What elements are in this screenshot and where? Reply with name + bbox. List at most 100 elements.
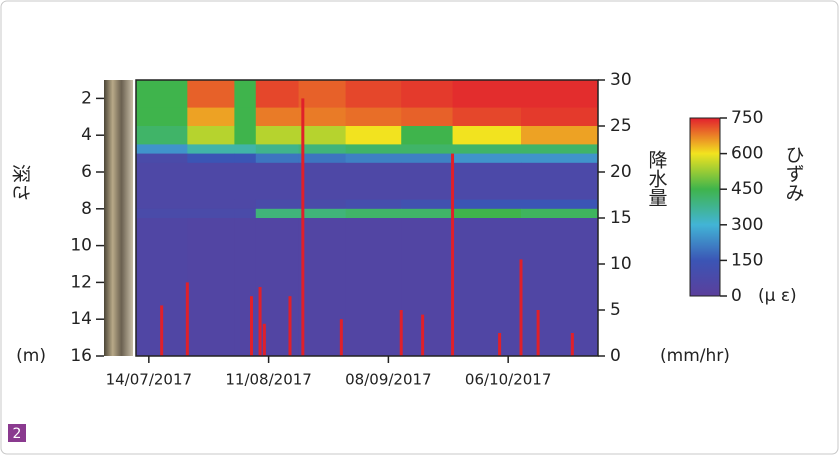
y2-axis-unit: (mm/hr): [660, 346, 730, 366]
heat-cell: [521, 162, 599, 201]
heat-cell: [521, 153, 599, 164]
colorbar-tick-label: 0: [731, 286, 742, 306]
heat-cell: [401, 80, 454, 109]
heat-cell: [452, 80, 522, 109]
core-image: [104, 80, 133, 356]
heat-cell: [345, 218, 402, 357]
heat-cell: [298, 144, 347, 155]
heat-cell: [401, 218, 454, 357]
heat-cell: [521, 208, 599, 219]
heat-cell: [521, 218, 599, 357]
figure-badge: [8, 424, 26, 442]
heat-cell: [234, 80, 257, 109]
heat-cell: [187, 199, 235, 210]
heat-cell: [345, 107, 402, 127]
heat-cell: [136, 144, 188, 155]
heat-cell: [452, 144, 522, 155]
heat-cell: [345, 153, 402, 164]
heat-cell: [401, 208, 454, 219]
heat-cell: [521, 80, 599, 109]
heat-cell: [255, 208, 300, 219]
heat-cell: [452, 162, 522, 201]
heat-cell: [136, 208, 188, 219]
y-tick-label: 14: [70, 309, 92, 329]
heat-cell: [401, 153, 454, 164]
rain-bar: [399, 310, 403, 356]
heat-cell: [234, 144, 257, 155]
heat-cell: [298, 80, 347, 109]
heat-cell: [136, 153, 188, 164]
heat-cell: [345, 144, 402, 155]
heat-cell: [255, 218, 300, 357]
heat-cell: [452, 107, 522, 127]
heat-cell: [255, 126, 300, 145]
y2-tick-label: 5: [610, 300, 621, 320]
y2-axis-label: 降水量: [646, 150, 668, 207]
heat-cell: [136, 107, 188, 127]
heat-cell: [401, 144, 454, 155]
heat-cell: [255, 199, 300, 210]
heat-cell: [187, 126, 235, 145]
heat-cell: [401, 107, 454, 127]
heat-cell: [187, 162, 235, 201]
x-tick-label: 14/07/2017: [106, 371, 192, 389]
heat-cell: [452, 208, 522, 219]
y-tick-label: 2: [81, 88, 92, 108]
y-tick-label: 8: [81, 199, 92, 219]
heat-cell: [345, 80, 402, 109]
colorbar-label: ひずみ: [783, 145, 805, 202]
colorbar-tick-label: 450: [731, 179, 763, 199]
heat-cell: [452, 218, 522, 357]
x-tick-label: 08/09/2017: [345, 371, 431, 389]
colorbar-tick-label: 150: [731, 250, 763, 270]
heat-cell: [345, 162, 402, 201]
rain-bar: [301, 98, 305, 357]
rain-bar: [536, 310, 540, 356]
figure-label: 2: [13, 426, 22, 442]
y-axis-unit: (m): [16, 346, 46, 366]
heat-cell: [187, 107, 235, 127]
heat-cell: [521, 107, 599, 127]
colorbar: [689, 117, 721, 297]
rain-bar: [262, 323, 266, 356]
heat-cell: [255, 153, 300, 164]
heat-cell: [298, 208, 347, 219]
y2-tick-label: 15: [610, 208, 632, 228]
y-tick-label: 10: [70, 236, 92, 256]
rain-bar: [258, 287, 262, 356]
y-tick-label: 12: [70, 272, 92, 292]
heat-cell: [136, 80, 188, 109]
y-axis-label: 深さ: [10, 164, 32, 202]
rain-bar: [570, 333, 574, 356]
heat-cell: [401, 199, 454, 210]
rain-bar: [498, 333, 502, 356]
colorbar-tick-label: 600: [731, 144, 763, 164]
rain-bar: [250, 296, 253, 356]
rain-bar: [451, 153, 455, 356]
heat-cell: [234, 199, 257, 210]
rain-bar: [421, 314, 425, 356]
heat-cell: [345, 126, 402, 145]
heat-cell: [452, 153, 522, 164]
rain-bar: [519, 259, 523, 356]
heat-cell: [345, 208, 402, 219]
heat-cell: [521, 126, 599, 145]
y2-tick-label: 10: [610, 254, 632, 274]
heat-cell: [187, 80, 235, 109]
plot-area: [136, 80, 599, 357]
heat-cell: [345, 199, 402, 210]
rain-bar: [160, 305, 164, 356]
rain-bar: [288, 296, 292, 356]
heat-cell: [187, 144, 235, 155]
heat-cell: [298, 107, 347, 127]
heat-cell: [255, 80, 300, 109]
colorbar-unit: (μ ε): [758, 286, 797, 306]
heat-cell: [521, 144, 599, 155]
heat-cell: [234, 126, 257, 145]
heat-cell: [255, 107, 300, 127]
y2-tick-label: 20: [610, 162, 632, 182]
heat-cell: [255, 144, 300, 155]
heat-cell: [452, 126, 522, 145]
heat-cell: [401, 126, 454, 145]
